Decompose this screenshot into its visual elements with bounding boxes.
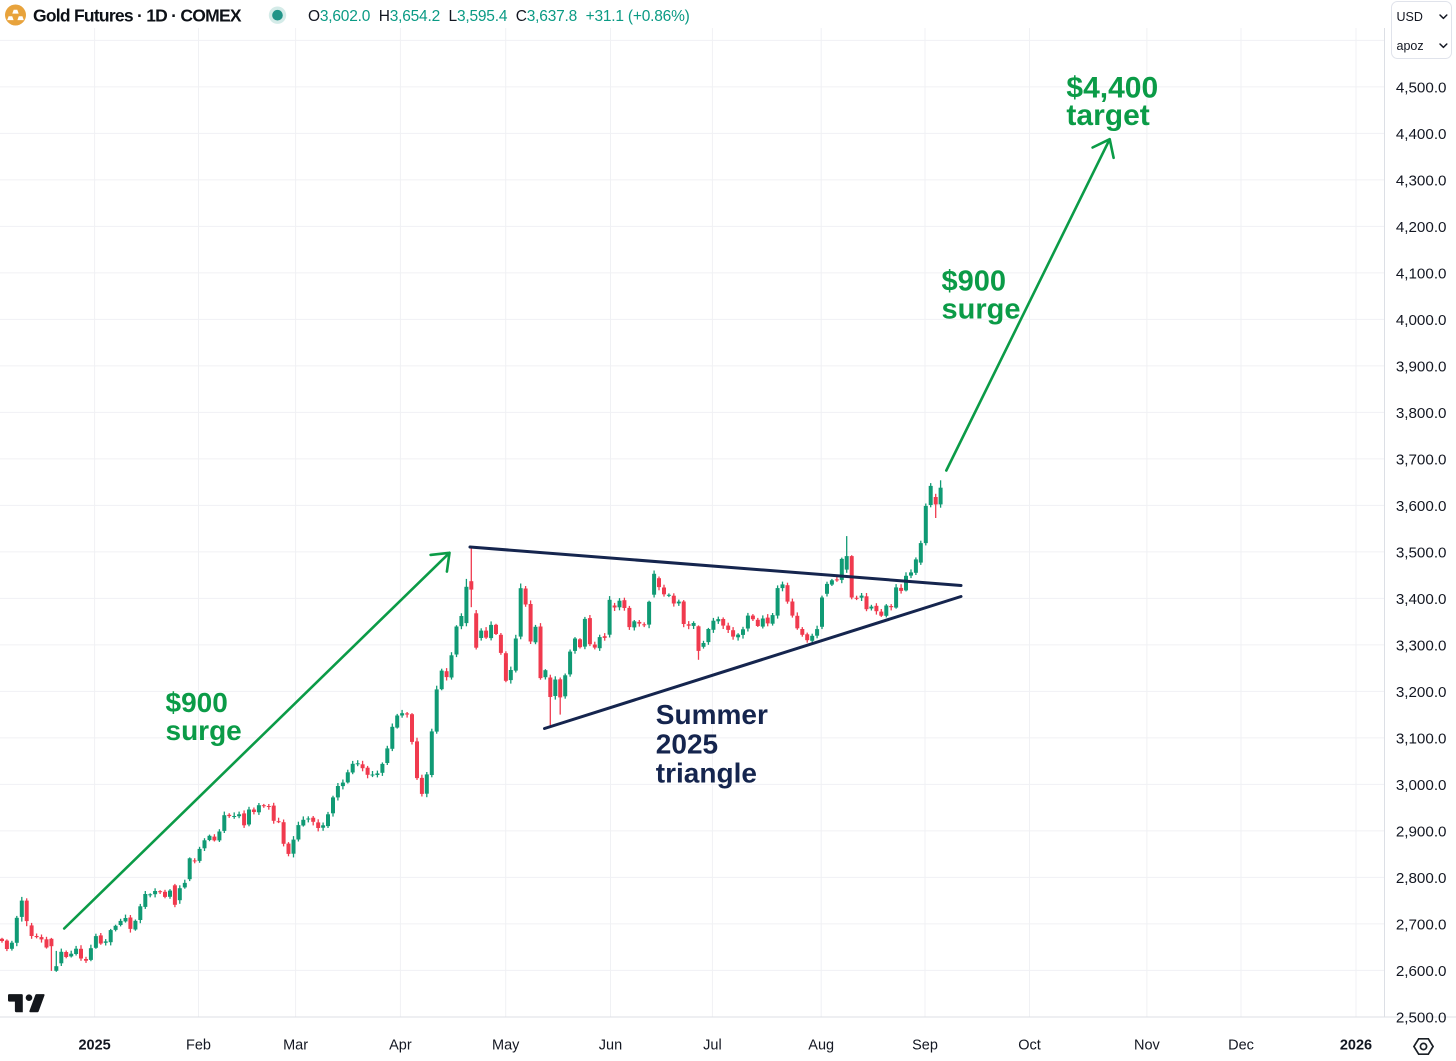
svg-text:triangle: triangle [656,758,757,789]
svg-text:2,800.0: 2,800.0 [1396,870,1447,887]
svg-text:2026: 2026 [1340,1038,1372,1054]
svg-text:Mar: Mar [283,1038,308,1054]
svg-text:May: May [492,1038,520,1054]
svg-text:target: target [1066,99,1149,132]
svg-text:3,500.0: 3,500.0 [1396,544,1447,561]
svg-text:2,600.0: 2,600.0 [1396,963,1447,980]
svg-text:4,300.0: 4,300.0 [1396,172,1447,189]
svg-text:3,200.0: 3,200.0 [1396,684,1447,701]
svg-text:4,500.0: 4,500.0 [1396,79,1447,96]
svg-text:USD: USD [1397,10,1423,24]
svg-text:Sep: Sep [912,1038,938,1054]
svg-text:4,000.0: 4,000.0 [1396,312,1447,329]
svg-text:4,100.0: 4,100.0 [1396,265,1447,282]
svg-text:3,100.0: 3,100.0 [1396,730,1447,747]
svg-text:Dec: Dec [1228,1038,1254,1054]
svg-text:2025: 2025 [78,1038,110,1054]
svg-text:Jul: Jul [703,1038,722,1054]
svg-text:3,300.0: 3,300.0 [1396,637,1447,654]
svg-text:Aug: Aug [808,1038,834,1054]
svg-text:2,900.0: 2,900.0 [1396,823,1447,840]
svg-text:4,200.0: 4,200.0 [1396,219,1447,236]
svg-text:3,000.0: 3,000.0 [1396,777,1447,794]
svg-text:3,600.0: 3,600.0 [1396,498,1447,515]
svg-text:surge: surge [166,715,242,746]
svg-text:Nov: Nov [1134,1038,1161,1054]
svg-text:2025: 2025 [656,728,718,759]
svg-text:3,800.0: 3,800.0 [1396,405,1447,422]
svg-text:$900: $900 [166,687,228,718]
svg-text:Apr: Apr [389,1038,412,1054]
svg-text:Feb: Feb [186,1038,211,1054]
svg-text:4,400.0: 4,400.0 [1396,126,1447,143]
svg-text:$4,400: $4,400 [1066,72,1158,105]
svg-text:3,700.0: 3,700.0 [1396,451,1447,468]
svg-text:Jun: Jun [599,1038,622,1054]
svg-text:$900: $900 [942,266,1007,298]
svg-text:3,400.0: 3,400.0 [1396,591,1447,608]
svg-text:apoz: apoz [1397,39,1424,53]
svg-text:Summer: Summer [656,699,768,730]
svg-text:Oct: Oct [1018,1038,1041,1054]
svg-text:surge: surge [942,293,1021,325]
svg-text:2,500.0: 2,500.0 [1396,1009,1447,1026]
svg-text:3,900.0: 3,900.0 [1396,358,1447,375]
svg-text:Gold Futures · 1D · COMEX: Gold Futures · 1D · COMEX [33,5,242,25]
svg-text:O3,602.0H3,654.2L3,595.4C3,637: O3,602.0 H3,654.2 L3,595.4 C3,637.8 +31.1 (+… [308,8,690,25]
svg-text:2,700.0: 2,700.0 [1396,916,1447,933]
